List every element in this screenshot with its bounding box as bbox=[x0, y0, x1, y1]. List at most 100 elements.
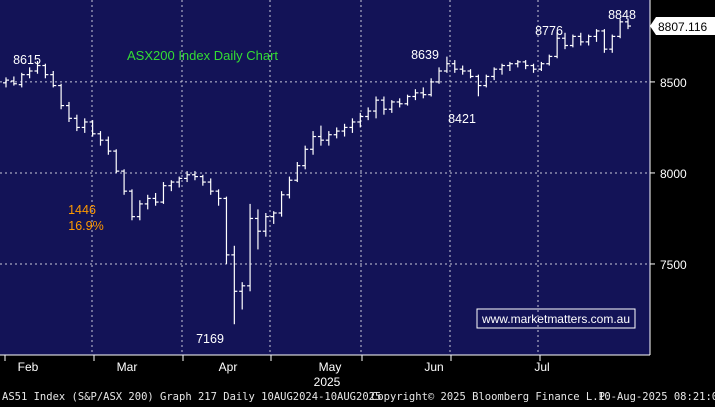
ohlc-bar bbox=[357, 112, 364, 128]
ohlc-bar bbox=[388, 100, 395, 113]
annotation-high-jun: 8639 bbox=[411, 48, 439, 62]
ohlc-bar bbox=[617, 18, 624, 39]
price-bars bbox=[3, 18, 631, 325]
x-tick-label: Jun bbox=[424, 360, 443, 374]
watermark-box bbox=[476, 308, 636, 329]
x-tick-label: Apr bbox=[219, 360, 238, 374]
x-tick-label: Mar bbox=[117, 360, 138, 374]
ohlc-bar bbox=[412, 89, 419, 101]
ohlc-bar bbox=[97, 131, 104, 146]
watermark-text: www.marketmatters.com.au bbox=[481, 312, 630, 326]
ohlc-bar bbox=[404, 94, 411, 106]
ohlc-bar bbox=[270, 211, 277, 224]
ohlc-bar bbox=[373, 96, 380, 119]
annotation-drop-pct: 16.9% bbox=[68, 219, 103, 233]
ohlc-bar bbox=[128, 189, 135, 221]
annotation-low-apr: 7169 bbox=[196, 332, 224, 346]
ohlc-bar bbox=[247, 203, 254, 292]
ohlc-bar bbox=[506, 61, 513, 71]
ohlc-bar bbox=[176, 176, 183, 188]
ohlc-bar bbox=[18, 72, 25, 88]
ohlc-bar bbox=[239, 282, 246, 310]
ohlc-bar bbox=[207, 178, 214, 195]
ohlc-bar bbox=[349, 118, 356, 133]
ohlc-bar bbox=[562, 32, 569, 50]
last-price-box bbox=[650, 17, 715, 36]
footer-security: AS51 Index (S&P/ASX 200) Graph 217 Daily… bbox=[2, 391, 382, 403]
ohlc-bar bbox=[294, 162, 301, 183]
ohlc-bar bbox=[538, 61, 545, 71]
ohlc-bar bbox=[625, 18, 631, 30]
ohlc-bar bbox=[152, 192, 159, 206]
y-tick-label: 8000 bbox=[660, 167, 687, 181]
ohlc-bar bbox=[451, 60, 458, 73]
ohlc-bar bbox=[310, 131, 317, 155]
ohlc-bar bbox=[436, 67, 443, 84]
ohlc-bar bbox=[396, 98, 403, 108]
ohlc-bar bbox=[58, 83, 65, 110]
ohlc-bar bbox=[609, 34, 616, 53]
annotation-drop-points: 1446 bbox=[68, 203, 96, 217]
ohlc-bar bbox=[483, 74, 490, 88]
ohlc-bar bbox=[286, 176, 293, 199]
ohlc-bar bbox=[3, 77, 9, 88]
footer-bar: AS51 Index (S&P/ASX 200) Graph 217 Daily… bbox=[0, 388, 715, 407]
ohlc-bar bbox=[81, 118, 88, 133]
ohlc-bar bbox=[42, 63, 49, 79]
ohlc-bar bbox=[585, 34, 592, 46]
ohlc-bar bbox=[199, 174, 206, 186]
ohlc-bar bbox=[601, 29, 608, 53]
ohlc-bar bbox=[420, 87, 427, 99]
ohlc-bar bbox=[443, 56, 450, 73]
ohlc-bar bbox=[475, 74, 482, 97]
ohlc-bar bbox=[530, 63, 537, 73]
ohlc-bar bbox=[522, 60, 529, 70]
ohlc-bar bbox=[160, 182, 167, 204]
last-price-tag: 8807.116 bbox=[650, 17, 715, 36]
annotation-high-jul: 8776 bbox=[535, 24, 563, 38]
ohlc-bar bbox=[34, 60, 41, 74]
ohlc-bar bbox=[121, 169, 128, 195]
ohlc-bar bbox=[467, 69, 474, 79]
annotation-high-feb: 8615 bbox=[13, 53, 41, 67]
ohlc-bar bbox=[223, 196, 230, 264]
ohlc-bar bbox=[215, 189, 222, 206]
ohlc-bar bbox=[554, 31, 561, 59]
footer-timestamp: 10-Aug-2025 08:21:00 bbox=[598, 391, 715, 403]
ohlc-bar bbox=[428, 78, 435, 97]
plot-background bbox=[0, 0, 650, 355]
watermark: www.marketmatters.com.au bbox=[476, 308, 636, 329]
ohlc-bar bbox=[302, 145, 309, 170]
ohlc-bar bbox=[184, 171, 191, 183]
annotation-high-aug: 8848 bbox=[608, 8, 636, 22]
ohlc-bar bbox=[546, 54, 553, 66]
y-tick-label: 8500 bbox=[660, 76, 687, 90]
ohlc-bar bbox=[491, 67, 498, 81]
ohlc-bar bbox=[168, 180, 175, 192]
ohlc-bar bbox=[136, 200, 143, 221]
ohlc-bar bbox=[317, 125, 324, 146]
x-year-label: 2025 bbox=[314, 375, 341, 389]
ohlc-bar bbox=[191, 171, 198, 181]
ohlc-bar bbox=[499, 63, 506, 75]
ohlc-bar bbox=[254, 209, 261, 250]
ohlc-bar bbox=[278, 191, 285, 217]
ohlc-bar bbox=[144, 194, 151, 210]
ohlc-bar bbox=[50, 71, 57, 88]
ohlc-bar bbox=[73, 114, 80, 132]
ohlc-bar bbox=[380, 96, 387, 115]
ohlc-bar bbox=[569, 34, 576, 48]
y-tick-label: 7500 bbox=[660, 258, 687, 272]
annotation-low-jun: 8421 bbox=[448, 112, 476, 126]
ohlc-bar bbox=[514, 60, 521, 68]
date-axis-panel bbox=[0, 355, 650, 388]
ohlc-bar bbox=[341, 123, 348, 137]
ohlc-bar bbox=[333, 127, 340, 139]
axis-panel bbox=[650, 0, 715, 388]
ohlc-bar bbox=[113, 149, 120, 173]
ohlc-bar bbox=[26, 67, 33, 79]
chart-labels: 7500 8000 8500 Feb Mar Apr May Jun Jul 2025 ASX200… bbox=[13, 8, 715, 389]
ohlc-bar bbox=[325, 131, 332, 146]
